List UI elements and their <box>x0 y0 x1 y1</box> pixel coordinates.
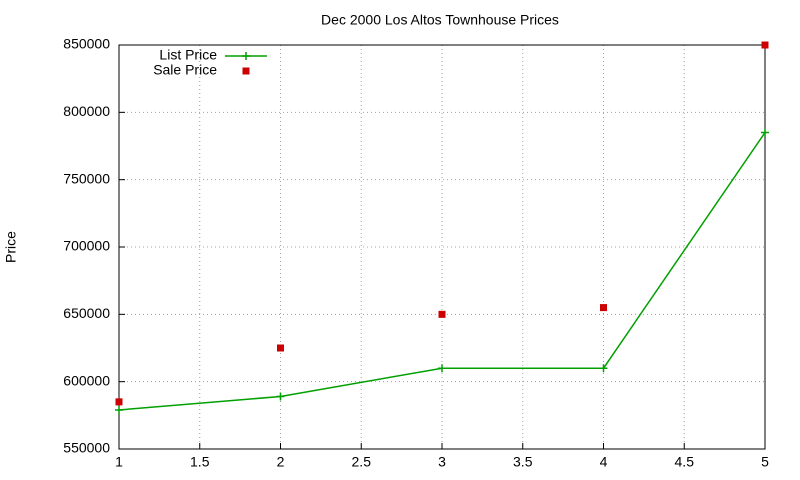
plot-border <box>118 44 766 450</box>
y-tick-label: 650000 <box>63 305 110 321</box>
y-tick-label: 600000 <box>63 372 110 388</box>
x-tick-label: 2.5 <box>352 454 372 470</box>
marker <box>761 41 769 49</box>
x-tick-label: 2 <box>277 454 285 470</box>
y-axis-label: Price <box>3 231 19 263</box>
y-tick-label: 550000 <box>63 440 110 456</box>
x-tick-label: 4 <box>600 454 608 470</box>
y-tick-label: 750000 <box>63 170 110 186</box>
legend-label: List Price <box>159 47 217 63</box>
marker <box>600 304 607 312</box>
y-tick-label: 700000 <box>63 238 110 254</box>
y-tick-label: 800000 <box>63 103 110 119</box>
marker <box>438 310 446 318</box>
x-tick-label: 1 <box>115 454 123 470</box>
marker <box>276 392 285 401</box>
marker <box>761 128 769 137</box>
y-tick-label: 850000 <box>63 36 110 52</box>
x-tick-label: 3 <box>438 454 446 470</box>
marker <box>115 398 123 406</box>
chart-title: Dec 2000 Los Altos Townhouse Prices <box>321 12 559 28</box>
legend-marker <box>242 67 250 75</box>
x-tick-label: 5 <box>761 454 769 470</box>
legend-label: Sale Price <box>153 62 217 78</box>
marker <box>277 344 284 352</box>
legend-marker <box>242 52 250 60</box>
marker <box>115 405 123 414</box>
x-tick-label: 1.5 <box>190 454 210 470</box>
x-tick-label: 3.5 <box>513 454 533 470</box>
x-tick-label: 4.5 <box>675 454 695 470</box>
marker <box>599 364 608 373</box>
marker <box>438 364 446 373</box>
